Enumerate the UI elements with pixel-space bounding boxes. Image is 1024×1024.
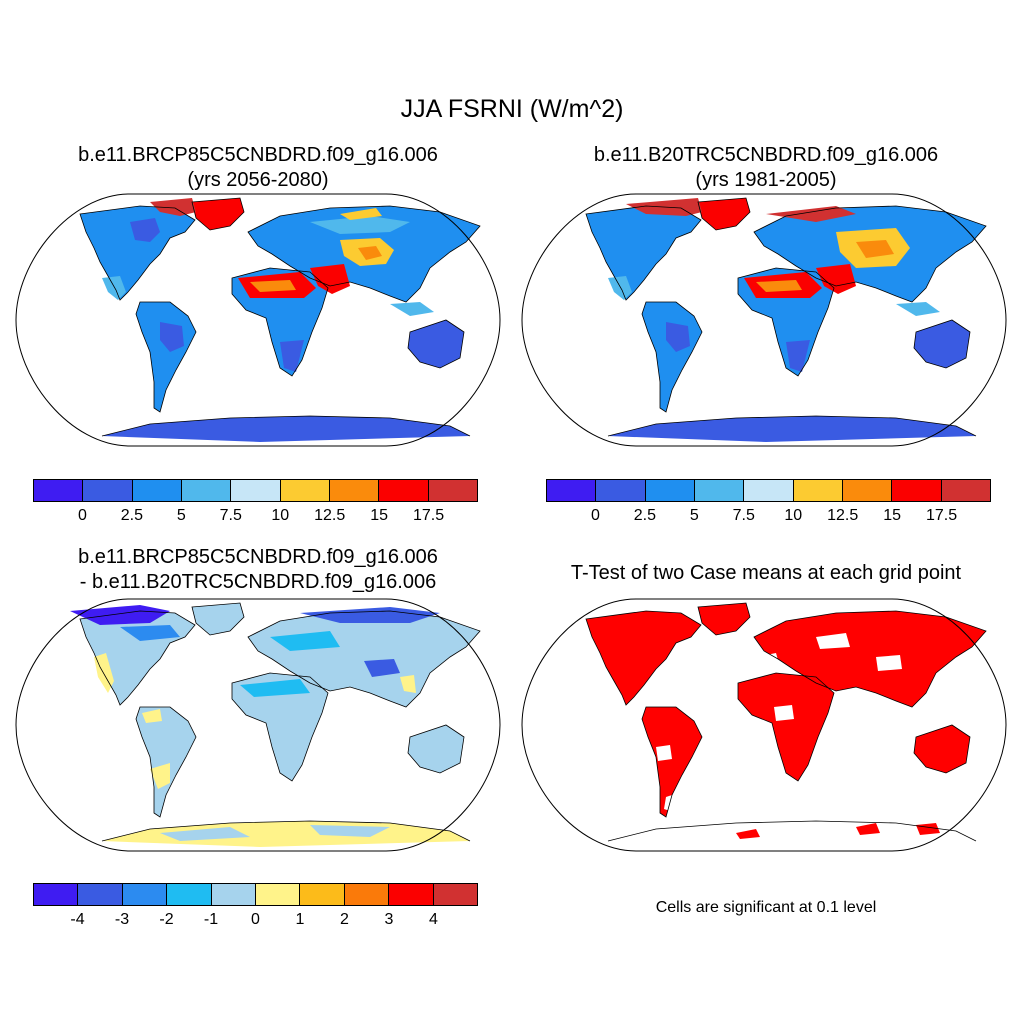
map-border xyxy=(521,598,1007,852)
colorbar-swatch xyxy=(300,884,345,905)
colorbar-tick-label: 2.5 xyxy=(633,507,656,524)
colorbar-historical xyxy=(546,479,991,502)
colorbar-swatch xyxy=(892,480,942,501)
map-panel-historical xyxy=(521,193,1007,447)
panel-2-years: (yrs 1981-2005) xyxy=(695,169,837,191)
map-border xyxy=(521,193,1007,447)
colorbar-swatch xyxy=(433,884,478,905)
panel-3-title: b.e11.BRCP85C5CNBDRD.f09_g16.006 - b.e11… xyxy=(0,545,516,595)
colorbar-tick-label: 0 xyxy=(77,507,87,524)
land-fill xyxy=(70,603,480,847)
colorbar-swatch xyxy=(842,480,893,501)
colorbar-tick-label: 15 xyxy=(370,507,389,524)
colorbar-tick-label: 2.5 xyxy=(120,507,143,524)
colorbar-swatch xyxy=(256,884,301,905)
colorbar-tick-label: 15 xyxy=(883,507,902,524)
coastlines xyxy=(79,602,481,842)
colorbar-swatch xyxy=(122,884,168,905)
colorbar-tick-label: 0 xyxy=(590,507,600,524)
colorbar-tick-label: 0 xyxy=(251,911,260,928)
colorbar-tick-label: 12.5 xyxy=(314,507,346,524)
land-fill xyxy=(80,198,480,442)
colorbar-future xyxy=(33,479,478,502)
panel-3-case-b: - b.e11.B20TRC5CNBDRD.f09_g16.006 xyxy=(79,571,437,593)
panel-3-case-a: b.e11.BRCP85C5CNBDRD.f09_g16.006 xyxy=(78,546,438,568)
colorbar-swatch xyxy=(329,480,380,501)
colorbar-swatch xyxy=(645,480,695,501)
colorbar-swatch xyxy=(34,480,84,501)
colorbar-swatch xyxy=(78,884,123,905)
colorbar-swatch xyxy=(389,884,434,905)
map-border xyxy=(15,598,501,852)
coastlines xyxy=(585,602,987,842)
colorbar-swatch xyxy=(428,480,477,501)
panel-1-case-name: b.e11.BRCP85C5CNBDRD.f09_g16.006 xyxy=(78,144,438,166)
significant-cells xyxy=(586,603,986,839)
colorbar-swatch xyxy=(596,480,646,501)
colorbar-tick-label: -3 xyxy=(114,911,130,928)
colorbar-tick-label: -1 xyxy=(203,911,219,928)
colorbar-swatch xyxy=(547,480,597,501)
colorbar-tick-label: 5 xyxy=(176,507,186,524)
panel-2-title: b.e11.B20TRC5CNBDRD.f09_g16.006 (yrs 198… xyxy=(508,143,1024,193)
colorbar-tick-label: 17.5 xyxy=(412,507,445,524)
colorbar-tick-label: 2 xyxy=(340,911,349,928)
coastlines xyxy=(79,197,481,437)
colorbar-swatch xyxy=(694,480,745,501)
colorbar-tick-label: 10 xyxy=(784,507,803,524)
colorbar-swatch xyxy=(231,480,281,501)
colorbar-tick-label: 5 xyxy=(689,507,699,524)
colorbar-tick-label: 10 xyxy=(271,507,290,524)
panel-1-years: (yrs 2056-2080) xyxy=(187,169,329,191)
panel-4-title: T-Test of two Case means at each grid po… xyxy=(508,561,1024,586)
colorbar-swatch xyxy=(167,884,212,905)
map-panel-significance xyxy=(521,598,1007,852)
colorbar-swatch xyxy=(83,480,133,501)
figure-title: JJA FSRNI (W/m^2) xyxy=(400,95,624,123)
land-fill xyxy=(586,198,986,442)
colorbar-swatch xyxy=(941,480,990,501)
colorbar-tick-label: 17.5 xyxy=(925,507,958,524)
colorbar-swatch xyxy=(744,480,794,501)
colorbar-swatch xyxy=(211,884,257,905)
colorbar-tick-label: 1 xyxy=(295,911,305,928)
colorbar-tick-label: -4 xyxy=(70,911,85,928)
colorbar-tick-label: 7.5 xyxy=(732,507,755,524)
map-border xyxy=(15,193,501,447)
colorbar-swatch xyxy=(34,884,79,905)
significance-note: Cells are significant at 0.1 level xyxy=(655,899,877,916)
colorbar-tick-label: 12.5 xyxy=(827,507,859,524)
map-panel-difference xyxy=(15,598,501,852)
panel-2-case-name: b.e11.B20TRC5CNBDRD.f09_g16.006 xyxy=(593,144,939,166)
panel-1-title: b.e11.BRCP85C5CNBDRD.f09_g16.006 (yrs 20… xyxy=(0,143,516,193)
colorbar-swatch xyxy=(280,480,330,501)
colorbar-swatch xyxy=(344,884,390,905)
colorbar-swatch xyxy=(181,480,232,501)
colorbar-swatch xyxy=(379,480,429,501)
colorbar-tick-label: -2 xyxy=(159,911,174,928)
colorbar-tick-label: 7.5 xyxy=(219,507,242,524)
colorbar-swatch xyxy=(132,480,182,501)
colorbar-tick-label: 4 xyxy=(429,911,438,928)
coastlines xyxy=(585,197,987,437)
map-panel-future xyxy=(15,193,501,447)
colorbar-swatch xyxy=(793,480,843,501)
panel-4-ttest-title: T-Test of two Case means at each grid po… xyxy=(570,562,962,584)
colorbar-tick-label: 3 xyxy=(384,911,394,928)
colorbar-difference xyxy=(33,883,478,906)
